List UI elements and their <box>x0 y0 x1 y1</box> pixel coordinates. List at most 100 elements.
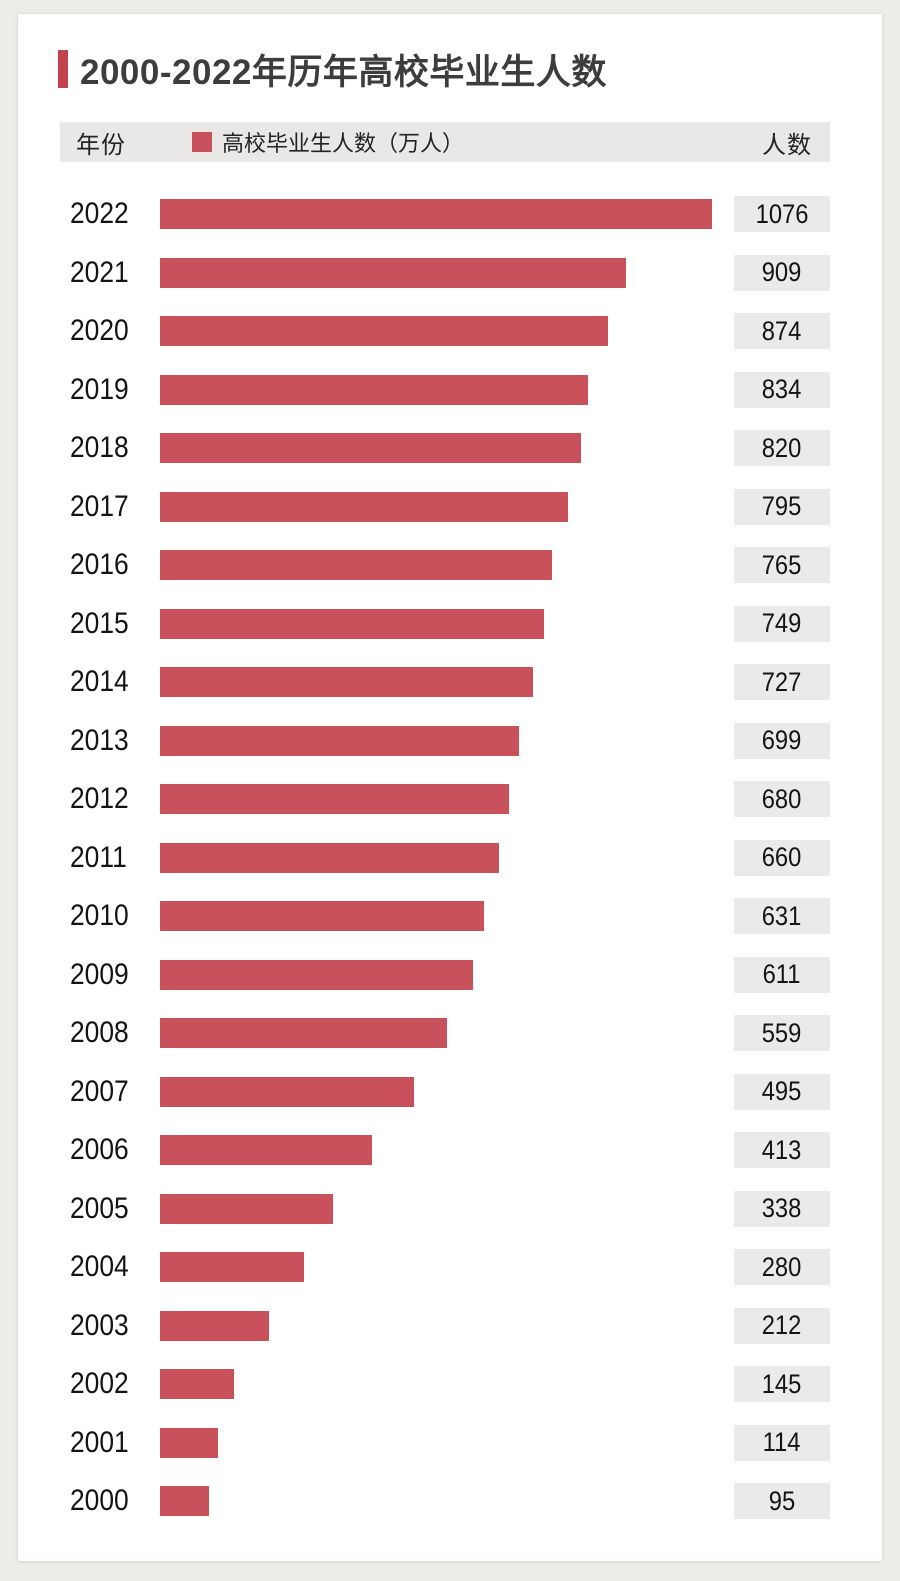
value-label: 660 <box>762 842 802 873</box>
value-badge: 114 <box>734 1424 830 1461</box>
value-label: 631 <box>762 900 802 931</box>
chart-row: 2004 280 <box>18 1238 882 1297</box>
value-badge: 495 <box>734 1073 830 1110</box>
chart-row: 2007 495 <box>18 1063 882 1122</box>
title-accent-bar <box>58 50 68 88</box>
bar-chart: 2022 1076 2021 909 2020 874 2019 834 201… <box>18 185 882 1531</box>
year-label: 2011 <box>70 840 127 874</box>
value-badge: 820 <box>734 430 830 467</box>
chart-row: 2010 631 <box>18 887 882 946</box>
chart-row: 2021 909 <box>18 244 882 303</box>
bar-track <box>160 1252 712 1283</box>
page-title: 2000-2022年历年高校毕业生人数 <box>80 52 607 92</box>
bar-track <box>160 199 712 230</box>
chart-row: 2008 559 <box>18 1004 882 1063</box>
bar-track <box>160 1135 712 1166</box>
year-label: 2019 <box>70 372 129 406</box>
value-label: 145 <box>762 1368 802 1399</box>
value-badge: 680 <box>734 781 830 818</box>
bar-track <box>160 550 712 581</box>
chart-row: 2016 765 <box>18 536 882 595</box>
bar <box>160 725 519 756</box>
bar <box>160 1427 219 1458</box>
bar-track <box>160 316 712 347</box>
bar <box>160 199 712 230</box>
value-label: 413 <box>762 1134 802 1165</box>
value-badge: 631 <box>734 898 830 935</box>
legend-strip: 年份 高校毕业生人数（万人） 人数 <box>60 122 830 162</box>
year-label: 2014 <box>70 665 129 699</box>
bar <box>160 1018 447 1049</box>
bar-track <box>160 901 712 932</box>
bar <box>160 374 588 405</box>
bar <box>160 1252 304 1283</box>
year-label: 2021 <box>70 255 129 289</box>
chart-row: 2022 1076 <box>18 185 882 244</box>
value-badge: 338 <box>734 1190 830 1227</box>
year-label: 2004 <box>70 1250 129 1284</box>
value-badge: 909 <box>734 254 830 291</box>
value-label: 874 <box>762 315 802 346</box>
bar-track <box>160 784 712 815</box>
value-label: 765 <box>762 549 802 580</box>
value-badge: 834 <box>734 371 830 408</box>
chart-row: 2005 338 <box>18 1180 882 1239</box>
chart-row: 2017 795 <box>18 478 882 537</box>
bar-track <box>160 1427 712 1458</box>
bar <box>160 901 484 932</box>
bar <box>160 1369 235 1400</box>
year-label: 2012 <box>70 782 129 816</box>
chart-row: 2020 874 <box>18 302 882 361</box>
year-label: 2017 <box>70 489 129 523</box>
bar-track <box>160 1076 712 1107</box>
value-badge: 874 <box>734 313 830 350</box>
value-badge: 765 <box>734 547 830 584</box>
value-badge: 95 <box>734 1483 830 1520</box>
year-label: 2013 <box>70 723 129 757</box>
bar <box>160 316 609 347</box>
year-label: 2009 <box>70 957 129 991</box>
bar <box>160 433 581 464</box>
year-label: 2016 <box>70 548 129 582</box>
value-label: 834 <box>762 374 802 405</box>
value-badge: 727 <box>734 664 830 701</box>
chart-row: 2000 95 <box>18 1472 882 1531</box>
bar-track <box>160 725 712 756</box>
bar-track <box>160 491 712 522</box>
value-label: 611 <box>763 959 801 990</box>
value-label: 212 <box>762 1310 802 1341</box>
value-badge: 660 <box>734 839 830 876</box>
value-badge: 1076 <box>734 196 830 233</box>
bar <box>160 667 533 698</box>
value-label: 338 <box>762 1193 802 1224</box>
value-badge: 699 <box>734 722 830 759</box>
value-label: 495 <box>762 1076 802 1107</box>
chart-row: 2009 611 <box>18 946 882 1005</box>
value-badge: 559 <box>734 1015 830 1052</box>
value-label: 820 <box>762 432 802 463</box>
chart-row: 2013 699 <box>18 712 882 771</box>
bar <box>160 1486 209 1517</box>
year-label: 2015 <box>70 606 129 640</box>
bar <box>160 491 568 522</box>
bar <box>160 1193 334 1224</box>
value-label: 749 <box>762 608 802 639</box>
bar-track <box>160 374 712 405</box>
bar <box>160 608 545 639</box>
value-badge: 212 <box>734 1307 830 1344</box>
value-label: 727 <box>762 666 802 697</box>
chart-row: 2019 834 <box>18 361 882 420</box>
value-column-header: 人数 <box>762 131 812 159</box>
bar-track <box>160 667 712 698</box>
year-label: 2005 <box>70 1191 129 1225</box>
year-label: 2007 <box>70 1074 129 1108</box>
year-column-header: 年份 <box>76 131 126 159</box>
year-label: 2006 <box>70 1133 129 1167</box>
year-label: 2000 <box>70 1484 129 1518</box>
value-label: 1076 <box>755 198 809 229</box>
value-label: 95 <box>768 1485 796 1516</box>
chart-card: 2000-2022年历年高校毕业生人数 年份 高校毕业生人数（万人） 人数 20… <box>18 14 882 1561</box>
chart-row: 2012 680 <box>18 770 882 829</box>
value-label: 280 <box>762 1251 802 1282</box>
